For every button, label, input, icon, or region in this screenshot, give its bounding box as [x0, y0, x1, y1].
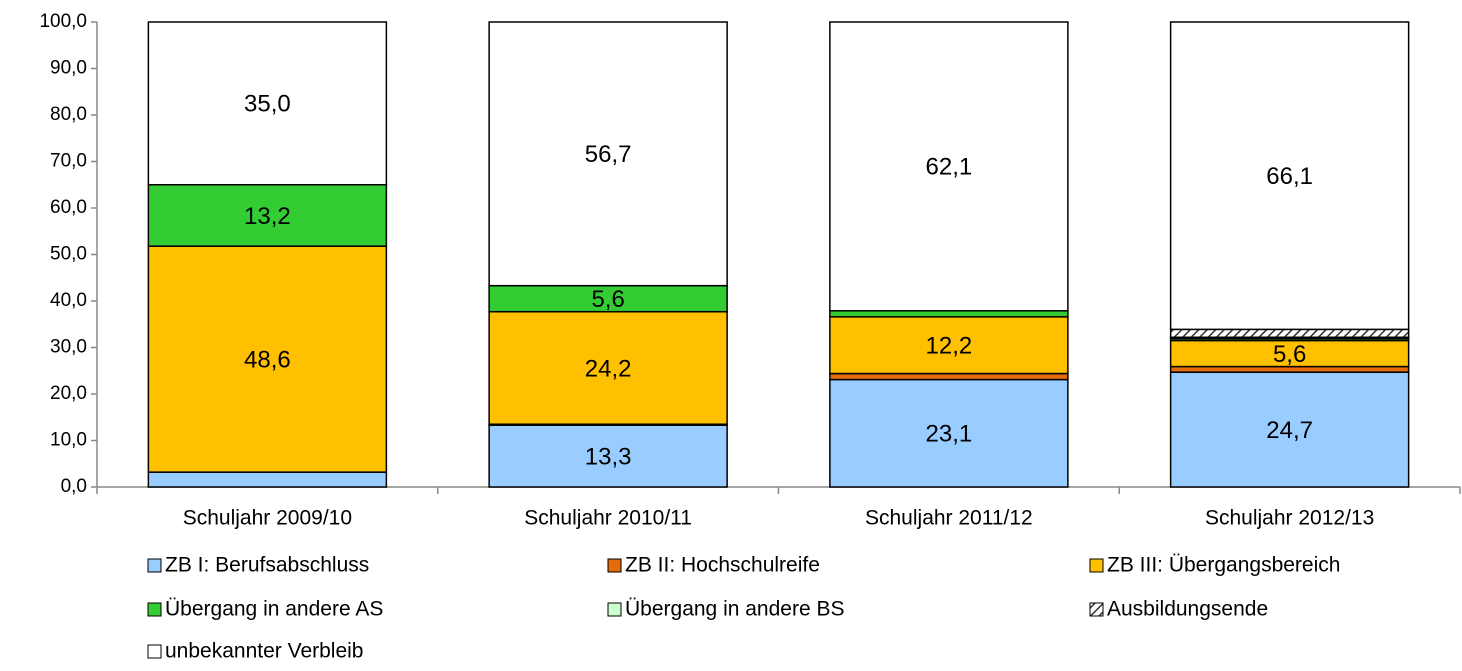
y-tick-label: 0,0	[61, 476, 87, 497]
legend-label: Übergang in andere BS	[625, 598, 845, 621]
legend-swatch	[1089, 602, 1104, 617]
data-label: 13,2	[244, 203, 291, 230]
data-label: 35,0	[244, 91, 291, 118]
legend-swatch	[607, 558, 622, 573]
data-label: 62,1	[926, 154, 973, 181]
legend-swatch	[1089, 558, 1104, 573]
data-label: 5,6	[591, 286, 624, 313]
bar-segment	[147, 471, 388, 488]
data-label: 48,6	[244, 346, 291, 373]
data-label: 56,7	[585, 141, 632, 168]
bar-segment	[147, 21, 388, 186]
data-label: 23,1	[926, 421, 973, 448]
legend-label: Übergang in andere AS	[165, 598, 383, 621]
legend-label: ZB II: Hochschulreife	[625, 554, 820, 577]
legend-label: ZB I: Berufsabschluss	[165, 554, 369, 577]
y-tick-label: 80,0	[50, 104, 87, 125]
x-tick-label: Schuljahr 2011/12	[865, 507, 1033, 530]
bar-segment	[829, 21, 1069, 312]
legend-swatch	[607, 602, 622, 617]
y-tick-label: 100,0	[39, 11, 87, 32]
y-tick-label: 10,0	[50, 430, 87, 451]
y-tick-label: 60,0	[50, 197, 87, 218]
bar-segment	[1169, 339, 1410, 368]
legend-label: ZB III: Übergangsbereich	[1107, 554, 1340, 577]
data-label: 5,6	[1273, 341, 1306, 368]
bar-segment	[829, 316, 1069, 375]
legend-label: unbekannter Verbleib	[165, 640, 364, 663]
bar-segment	[488, 21, 728, 287]
bar-segment	[1169, 371, 1410, 488]
y-tick-label: 90,0	[50, 58, 87, 79]
y-tick-label: 70,0	[50, 151, 87, 172]
y-tick-label: 20,0	[50, 383, 87, 404]
legend-swatch	[147, 602, 162, 617]
bar-segment	[488, 424, 728, 488]
x-tick-label: Schuljahr 2009/10	[183, 507, 352, 530]
y-tick-label: 40,0	[50, 290, 87, 311]
bar-segment	[1169, 328, 1410, 339]
bar-segment	[829, 372, 1069, 381]
bar-segment	[488, 310, 728, 425]
data-label: 66,1	[1266, 163, 1313, 190]
legend-swatch	[147, 644, 162, 659]
legend-label: Ausbildungsende	[1107, 598, 1268, 621]
x-tick-label: Schuljahr 2010/11	[524, 507, 692, 530]
legend-swatch	[147, 558, 162, 573]
data-label: 24,2	[585, 355, 632, 382]
data-label: 24,7	[1266, 417, 1313, 444]
x-tick-label: Schuljahr 2012/13	[1205, 507, 1374, 530]
bar-segment	[829, 310, 1069, 318]
bar-segment	[829, 378, 1069, 488]
data-label: 12,2	[926, 333, 973, 360]
y-tick-label: 50,0	[50, 244, 87, 265]
data-label: 13,3	[585, 443, 632, 470]
bar-segment	[1169, 21, 1410, 331]
y-tick-label: 30,0	[50, 337, 87, 358]
